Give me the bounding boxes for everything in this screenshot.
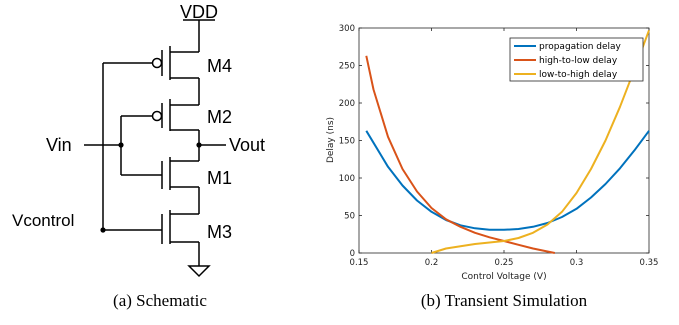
x-tick-label: 0.3 <box>570 258 584 268</box>
y-tick-label: 150 <box>339 137 355 147</box>
transistor-m2 <box>121 99 199 131</box>
y-tick-label: 0 <box>350 249 355 259</box>
m3-label: M3 <box>207 222 232 242</box>
m1-label: M1 <box>207 168 232 188</box>
chart-legend: propagation delay high-to-low delay low-… <box>509 37 644 82</box>
y-tick-label: 100 <box>339 174 355 184</box>
legend-label-high-to-low: high-to-low delay <box>539 56 618 66</box>
y-axis-label: Delay (ns) <box>326 117 336 163</box>
transistor-m1 <box>121 157 199 190</box>
vin-label: Vin <box>46 135 72 155</box>
x-tick-label: 0.2 <box>425 258 439 268</box>
legend-label-low-to-high: low-to-high delay <box>539 70 618 80</box>
legend-label-propagation: propagation delay <box>539 42 622 52</box>
vcontrol-label: Vcontrol <box>12 211 74 230</box>
y-tick-label: 200 <box>339 99 355 109</box>
x-tick-label: 0.15 <box>350 258 369 268</box>
x-tick-label: 0.25 <box>495 258 514 268</box>
y-tick-label: 300 <box>339 24 355 34</box>
vdd-label: VDD <box>180 2 218 22</box>
transistor-m3 <box>103 210 199 244</box>
y-tick-label: 50 <box>344 212 355 222</box>
transistor-m4 <box>103 46 199 80</box>
series-line-0 <box>365 130 650 231</box>
x-tick-label: 0.35 <box>640 258 659 268</box>
transient-chart: 0.15 0.2 0.25 0.3 0.35 0 50 100 150 200 250 300 Con… <box>326 24 658 310</box>
y-tick-label: 250 <box>339 62 355 72</box>
schematic: VDD M4 M2 Vout Vin <box>12 2 265 310</box>
ground-icon <box>187 265 211 278</box>
series-line-2 <box>431 29 650 254</box>
m4-label: M4 <box>207 56 232 76</box>
x-axis-label: Control Voltage (V) <box>461 272 546 282</box>
series-line-1 <box>365 55 556 254</box>
chart-caption: (b) Transient Simulation <box>421 291 588 310</box>
vcontrol-node <box>100 227 106 233</box>
m2-label: M2 <box>207 107 232 127</box>
vout-label: Vout <box>229 135 265 155</box>
schematic-caption: (a) Schematic <box>113 291 207 310</box>
